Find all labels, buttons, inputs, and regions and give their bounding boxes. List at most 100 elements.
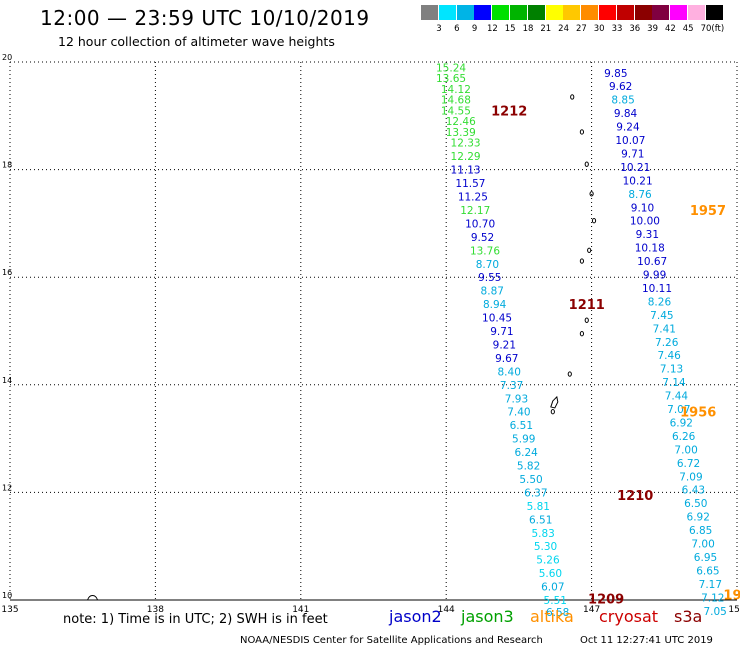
wave-height-point: 6.43	[682, 485, 705, 497]
wave-height-point: 5.30	[534, 541, 557, 553]
legend-swatch-label: 70	[700, 24, 712, 34]
wave-height-point: 7.37	[500, 380, 523, 392]
wave-height-point: 7.14	[662, 377, 686, 389]
wave-height-point: 9.31	[636, 229, 659, 241]
wave-height-point: 10.21	[623, 175, 653, 187]
island-outline	[550, 409, 555, 415]
y-tick-label: 10	[2, 591, 12, 600]
legend-swatch	[634, 5, 652, 20]
chart-title: 12:00 — 23:59 UTC 10/10/2019	[40, 6, 370, 30]
legend-swatch	[438, 5, 456, 20]
legend-swatch-label: 21	[540, 24, 552, 34]
wave-height-point: 10.18	[635, 243, 665, 255]
legend-swatch	[616, 5, 634, 20]
island-outline	[579, 258, 585, 264]
legend-swatch-label: 39	[647, 24, 658, 34]
track-pass-label: 1210	[617, 489, 653, 504]
guam-outline	[550, 395, 559, 409]
wave-height-point: 9.84	[614, 108, 638, 120]
wave-height-point: 10.11	[642, 283, 672, 295]
generation-timestamp: Oct 11 12:27:41 UTC 2019	[580, 635, 713, 646]
x-tick-label: 138	[147, 605, 164, 615]
wave-height-point: 13.76	[470, 245, 500, 257]
wave-height-point: 6.50	[684, 498, 707, 510]
x-tick-label: 135	[1, 605, 18, 615]
legend-swatch	[670, 5, 688, 20]
legend-swatch	[527, 5, 545, 20]
wave-height-point: 5.50	[519, 474, 542, 486]
island-outline	[567, 371, 572, 377]
wave-height-point: 5.26	[536, 555, 560, 567]
legend-swatch	[545, 5, 563, 20]
x-tick-label: 144	[438, 605, 455, 615]
wave-height-point: 6.92	[687, 512, 710, 524]
wave-height-point: 8.70	[476, 259, 499, 271]
legend-swatch-label: 45	[682, 24, 694, 34]
legend-swatch-label: 36	[629, 24, 641, 34]
wave-height-point: 12.17	[460, 205, 490, 217]
wave-height-point: 5.99	[512, 434, 535, 446]
sat-jason3: jason3	[461, 607, 514, 626]
wave-height-point: 12.33	[451, 138, 481, 150]
wave-height-point: 5.81	[527, 501, 550, 513]
island-outline	[584, 317, 589, 323]
island-outline	[584, 161, 589, 167]
legend-swatch	[492, 5, 510, 20]
legend-swatch	[510, 5, 527, 20]
wave-height-point: 7.26	[655, 337, 679, 349]
wave-height-point: 13.39	[446, 127, 476, 139]
wave-height-point: 7.00	[674, 444, 697, 456]
island-outline	[87, 595, 99, 601]
wave-height-point: 6.26	[672, 431, 696, 443]
wave-height-point: 8.87	[481, 286, 504, 298]
wave-height-point: 5.60	[539, 568, 562, 580]
wave-height-point: 9.55	[478, 272, 501, 284]
legend-swatch-label: 30	[593, 24, 605, 34]
credit-line: NOAA/NESDIS Center for Satellite Applica…	[240, 635, 543, 646]
wave-height-point: 9.21	[493, 339, 516, 351]
x-tick-label: 147	[583, 605, 600, 615]
wave-height-point: 10.70	[465, 218, 495, 230]
y-tick-label: 18	[2, 161, 12, 170]
wave-height-point: 10.07	[615, 135, 645, 147]
wave-height-point: 13.65	[436, 73, 466, 85]
wave-height-point: 9.71	[490, 326, 513, 338]
wave-height-point: 9.52	[471, 232, 494, 244]
wave-height-point: 9.62	[609, 81, 632, 93]
legend-swatch	[456, 5, 474, 20]
wave-height-point: 12.46	[446, 116, 476, 128]
wave-height-point: 10.00	[630, 216, 660, 228]
track-pass-label: 1956	[680, 406, 716, 421]
wave-height-point: 6.07	[541, 582, 564, 594]
wave-height-point: 7.13	[660, 364, 683, 376]
wave-height-point: 10.45	[482, 313, 512, 325]
wave-height-point: 9.10	[631, 202, 654, 214]
wave-height-point: 5.83	[531, 528, 554, 540]
legend-swatch	[474, 5, 492, 20]
sat-altika: altika	[530, 607, 574, 626]
wave-height-point: 12.29	[451, 151, 481, 163]
sat-s3a: s3a	[674, 607, 703, 626]
wave-height-point: 6.92	[670, 417, 693, 429]
sat-cryosat: cryosat	[599, 607, 659, 626]
y-tick-label: 14	[2, 376, 12, 385]
wave-height-point: 14.55	[441, 105, 471, 117]
legend-swatch-label: 24	[558, 24, 569, 34]
wave-height-point: 7.44	[665, 391, 689, 403]
wave-height-point: 6.65	[696, 565, 719, 577]
chart-subtitle: 12 hour collection of altimeter wave hei…	[58, 34, 335, 49]
wave-height-point: 6.37	[524, 487, 547, 499]
island-outline	[579, 129, 585, 135]
wave-height-point: 6.72	[677, 458, 700, 470]
legend-swatch	[652, 5, 670, 20]
y-tick-label: 20	[2, 53, 12, 62]
wave-height-point: 10.67	[637, 256, 667, 268]
track-pass-label: 195	[723, 589, 740, 604]
island-outline	[589, 191, 594, 197]
wave-height-point: 7.12	[701, 592, 724, 604]
wave-height-point: 6.24	[514, 447, 538, 459]
wave-height-point: 9.67	[495, 353, 518, 365]
wave-height-point: 7.45	[650, 310, 673, 322]
wave-height-point: 7.17	[699, 579, 722, 591]
track-pass-label: 1211	[569, 298, 605, 313]
